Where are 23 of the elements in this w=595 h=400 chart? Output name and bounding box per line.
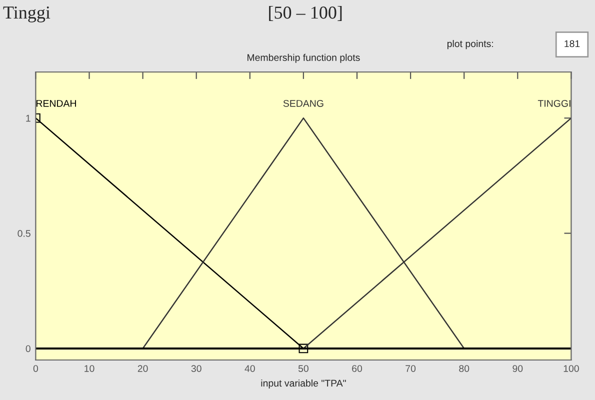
x-tick-label: 40	[244, 365, 255, 372]
x-tick-label: 30	[191, 365, 202, 372]
chart-title: Membership function plots	[248, 54, 360, 63]
x-tick-label: 80	[459, 365, 470, 372]
text: plot points:	[447, 40, 493, 50]
x-tick-label: 60	[352, 365, 362, 372]
text: 181	[564, 40, 580, 48]
x-axis-title: input variable "TPA"	[261, 379, 346, 389]
text: [50 – 100]	[269, 6, 342, 21]
y-tick-label: 0.5	[18, 230, 30, 237]
x-tick-label: 70	[406, 365, 416, 372]
x-tick-label: 100	[564, 365, 579, 372]
series-label: SEDANG	[283, 100, 324, 107]
y-tick-label: 1	[26, 114, 30, 122]
text: Tinggi	[3, 6, 50, 22]
x-tick-label: 0	[33, 365, 38, 372]
x-tick-label: 10	[84, 365, 94, 372]
x-tick-label: 90	[512, 365, 523, 372]
series-label: TINGGI	[538, 100, 570, 107]
x-tick-label: 50	[298, 365, 308, 372]
y-tick-label: 0	[26, 345, 30, 352]
x-tick-label: 20	[138, 365, 148, 372]
series-label: RENDAH	[36, 100, 76, 107]
